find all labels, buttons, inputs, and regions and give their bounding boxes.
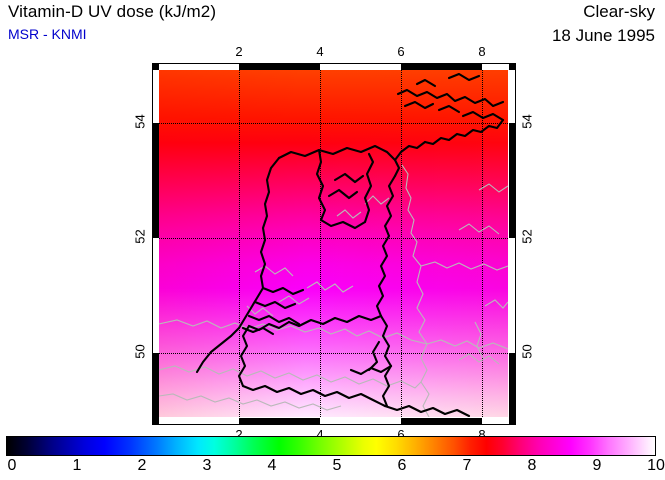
y-tick-right-50: 50	[519, 344, 535, 359]
gridline-lat-52	[159, 238, 508, 239]
x-tick-top-4: 4	[316, 44, 324, 59]
colorbar-tick-7: 7	[462, 457, 472, 474]
axis-seg	[153, 70, 159, 123]
x-tick-bottom-8: 8	[478, 427, 486, 442]
page-title: Vitamin-D UV dose (kJ/m2)	[8, 2, 217, 21]
coastlines-and-national-borders	[195, 72, 505, 417]
uv-dose-field	[159, 70, 508, 417]
y-tick-right-52: 52	[519, 229, 535, 244]
colorbar-tick-5: 5	[332, 457, 342, 474]
axis-seg	[153, 238, 159, 353]
gridline-lon-4	[320, 70, 321, 417]
x-tick-top-8: 8	[478, 44, 486, 59]
map-plot: 2 4 6 8 2 4 6 8 54 52 50 54 52 50	[133, 44, 535, 442]
axis-seg	[509, 238, 515, 353]
y-tick-left-54: 54	[132, 114, 148, 129]
x-tick-bottom-4: 4	[316, 427, 324, 442]
axis-seg	[320, 418, 401, 424]
gridline-lat-50	[159, 353, 508, 354]
date-label: 18 June 1995	[551, 26, 655, 45]
colorbar-tick-4: 4	[267, 457, 277, 474]
colorbar-tick-2: 2	[137, 457, 147, 474]
axis-seg	[482, 64, 509, 70]
gridline-lon-6	[401, 70, 402, 417]
x-tick-bottom-6: 6	[397, 427, 405, 442]
colorbar-tick-10: 10	[647, 457, 665, 474]
y-tick-left-52: 52	[132, 229, 148, 244]
gridline-lat-54	[159, 123, 508, 124]
axis-seg	[482, 418, 509, 424]
x-tick-bottom-2: 2	[235, 427, 243, 442]
uv-dose-field-horizontal	[159, 70, 508, 417]
colorbar-tick-9: 9	[592, 457, 602, 474]
internal-borders	[159, 164, 508, 417]
axis-seg	[159, 418, 239, 424]
colorbar: 0 1 2 3 4 5 6 7 8 9 10	[6, 436, 665, 478]
colorbar-tick-8: 8	[527, 457, 537, 474]
colorbar-gradient	[6, 436, 656, 456]
gridline-lon-8	[482, 70, 483, 417]
sky-condition-label: Clear-sky	[583, 2, 655, 21]
source-label: MSR - KNMI	[8, 26, 87, 42]
x-tick-top-2: 2	[235, 44, 243, 59]
geography-overlay	[159, 72, 508, 417]
y-tick-right-54: 54	[519, 114, 535, 129]
colorbar-tick-6: 6	[397, 457, 407, 474]
colorbar-tick-3: 3	[202, 457, 212, 474]
y-tick-left-50: 50	[132, 344, 148, 359]
uv-dose-heatmap	[159, 70, 508, 417]
colorbar-tick-0: 0	[7, 457, 17, 474]
axis-seg	[509, 70, 515, 123]
axis-seg	[159, 64, 239, 70]
gridline-lon-2	[239, 70, 240, 417]
x-tick-top-6: 6	[397, 44, 405, 59]
axis-seg	[320, 64, 401, 70]
colorbar-tick-1: 1	[72, 457, 82, 474]
